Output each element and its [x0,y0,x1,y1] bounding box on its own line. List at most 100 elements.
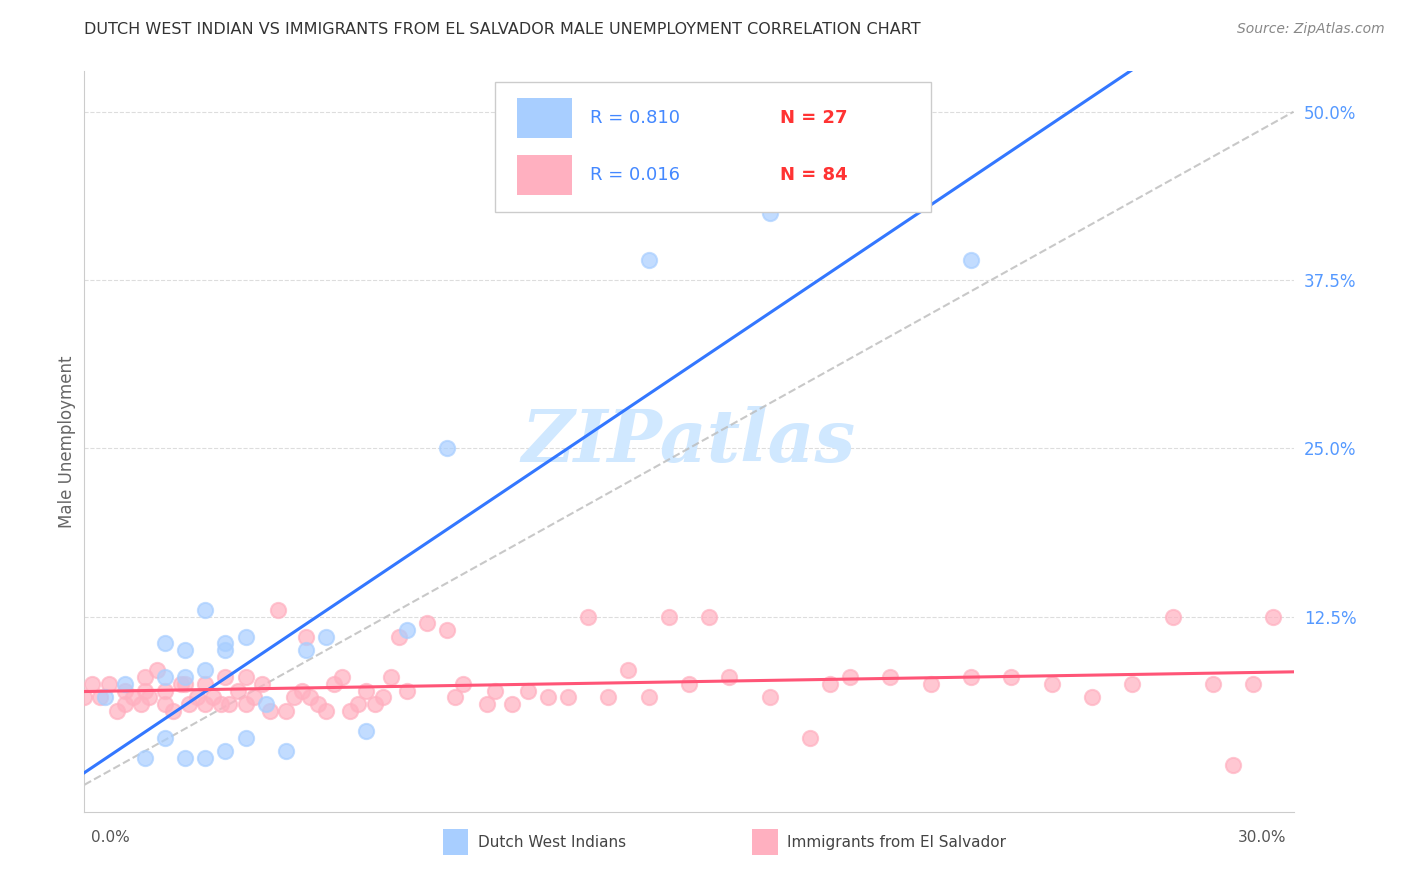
Point [879,670,901,684]
Text: R = 0.810: R = 0.810 [589,109,679,127]
Point [960,670,983,684]
Point [516,683,538,698]
Point [839,670,862,684]
Point [162,704,184,718]
Bar [517,154,572,195]
Bar [443,830,468,855]
Point [226,683,249,698]
Point [73,690,96,705]
Point [1241,677,1264,691]
Point [1161,609,1184,624]
Point [153,670,176,684]
Point [250,677,273,691]
Point [501,697,523,711]
Point [1000,670,1022,684]
Point [254,697,277,711]
Point [436,442,458,456]
Text: Immigrants from El Salvador: Immigrants from El Salvador [787,836,1007,850]
Point [93,690,115,705]
Point [194,677,217,691]
Point [186,690,208,705]
Point [416,616,439,631]
Point [114,697,136,711]
Point [214,643,236,657]
Point [170,677,193,691]
Point [209,697,232,711]
Point [451,677,474,691]
Point [363,697,385,711]
Point [202,690,225,705]
Bar [517,97,572,138]
Point [477,697,499,711]
Point [138,690,160,705]
Point [1222,757,1244,772]
Point [395,683,418,698]
Point [105,704,128,718]
Point [299,690,322,705]
Point [1121,677,1143,691]
Point [617,664,640,678]
Point [356,683,378,698]
Point [557,690,579,705]
Point [174,643,197,657]
Point [295,643,318,657]
Point [235,697,257,711]
Point [218,697,240,711]
Point [267,603,290,617]
Point [146,664,169,678]
Point [1263,609,1285,624]
Point [214,670,236,684]
Text: Source: ZipAtlas.com: Source: ZipAtlas.com [1237,22,1385,37]
Point [153,683,176,698]
Point [114,677,136,691]
Text: N = 27: N = 27 [780,109,848,127]
Point [235,630,257,644]
Text: N = 84: N = 84 [780,166,848,184]
Point [388,630,411,644]
Point [134,670,156,684]
Point [330,670,353,684]
Point [758,690,780,705]
Point [598,690,620,705]
Point [274,744,297,758]
Y-axis label: Male Unemployment: Male Unemployment [58,355,76,528]
Point [174,677,197,691]
Point [153,636,176,650]
FancyBboxPatch shape [495,82,931,212]
Point [960,252,983,267]
Point [153,731,176,745]
Point [129,697,152,711]
Point [678,677,700,691]
Point [307,697,329,711]
Point [315,630,337,644]
Point [114,683,136,698]
Point [718,670,741,684]
Point [1040,677,1063,691]
Point [121,690,143,705]
Point [371,690,394,705]
Point [134,751,156,765]
Point [339,704,361,718]
Point [134,683,156,698]
Point [174,751,197,765]
Bar [752,830,778,855]
Point [818,677,841,691]
Point [242,690,264,705]
Point [82,677,104,691]
Point [214,744,236,758]
Point [484,683,506,698]
Point [395,623,418,637]
Point [315,704,337,718]
Point [637,690,659,705]
Point [194,751,217,765]
Text: DUTCH WEST INDIAN VS IMMIGRANTS FROM EL SALVADOR MALE UNEMPLOYMENT CORRELATION C: DUTCH WEST INDIAN VS IMMIGRANTS FROM EL … [84,22,921,37]
Point [259,704,281,718]
Text: Dutch West Indians: Dutch West Indians [478,836,626,850]
Point [235,670,257,684]
Point [1202,677,1225,691]
Text: R = 0.016: R = 0.016 [589,166,679,184]
Point [194,664,217,678]
Point [380,670,402,684]
Point [291,683,314,698]
Point [347,697,370,711]
